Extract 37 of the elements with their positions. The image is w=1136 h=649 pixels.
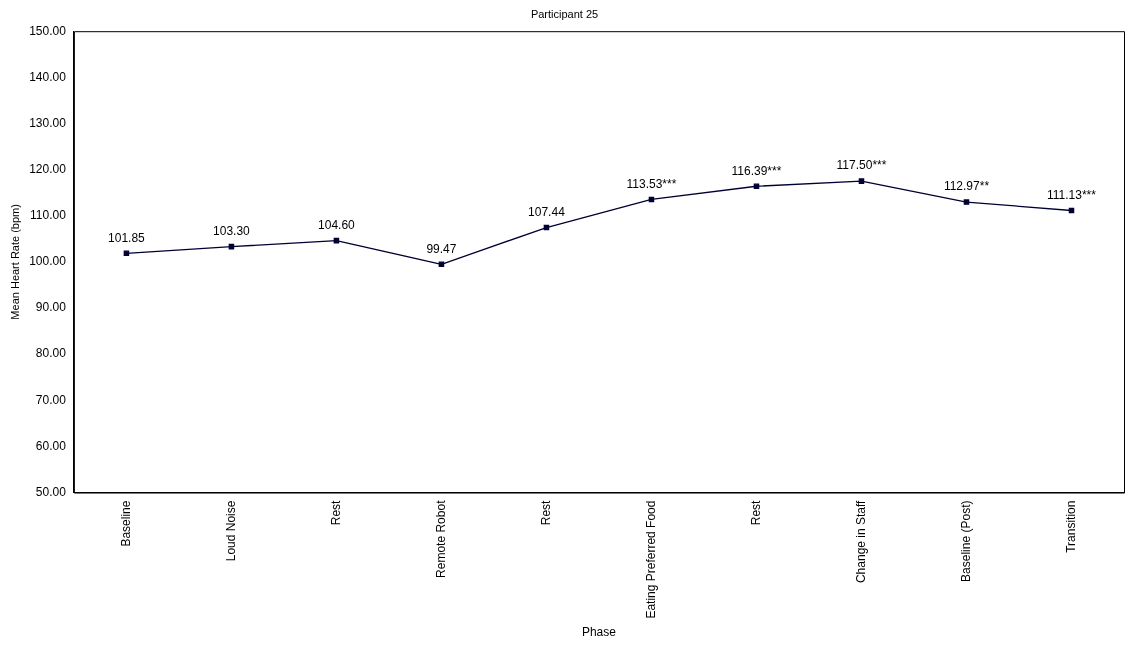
point — [963, 199, 970, 205]
data-label: 103.30 — [213, 223, 251, 238]
data-label: 104.60 — [318, 217, 356, 232]
chart-title: Participant 25 — [530, 7, 599, 20]
point — [753, 183, 760, 190]
y-tick-label: 50.00 — [35, 484, 67, 499]
data-label: 112.97** — [943, 179, 990, 194]
y-axis-title: Mean Heart Rate (bpm) — [8, 204, 21, 320]
x-tick-label: Eating Preferred Food — [643, 500, 658, 619]
data-label: 99.47 — [426, 241, 457, 256]
y-tick-label: 70.00 — [35, 392, 67, 407]
y-tick-label: 80.00 — [35, 346, 67, 361]
data-label: 116.39*** — [731, 163, 782, 178]
x-tick-label: Change in Staff — [853, 499, 868, 584]
y-tick-label: 120.00 — [29, 161, 67, 176]
y-tick-label: 60.00 — [35, 438, 67, 453]
x-tick-label: Rest — [328, 499, 343, 526]
x-tick-label: Remote Robot — [433, 499, 448, 578]
data-label: 113.53*** — [626, 176, 677, 191]
y-tick-label: 150.00 — [29, 23, 67, 38]
x-tick-label: Loud Noise — [223, 500, 238, 562]
x-tick-label: Baseline (Post) — [958, 500, 973, 582]
x-tick-label: Rest — [538, 499, 553, 526]
x-axis-title: Phase — [581, 625, 617, 640]
y-tick-label: 110.00 — [30, 208, 67, 223]
data-label: 111.13*** — [1047, 187, 1097, 202]
data-label: 107.44 — [528, 204, 566, 219]
data-label: 101.85 — [108, 230, 146, 245]
x-tick-label: Baseline — [118, 500, 133, 547]
point — [858, 178, 865, 184]
y-tick-label: 130.00 — [29, 115, 67, 130]
y-tick-label: 100.00 — [29, 254, 67, 269]
x-tick-label: Transition — [1063, 500, 1078, 553]
y-tick-label: 90.00 — [35, 300, 67, 315]
y-tick-label: 140.00 — [29, 69, 67, 84]
data-label: 117.50*** — [836, 158, 887, 173]
x-tick-label: Rest — [748, 499, 763, 526]
